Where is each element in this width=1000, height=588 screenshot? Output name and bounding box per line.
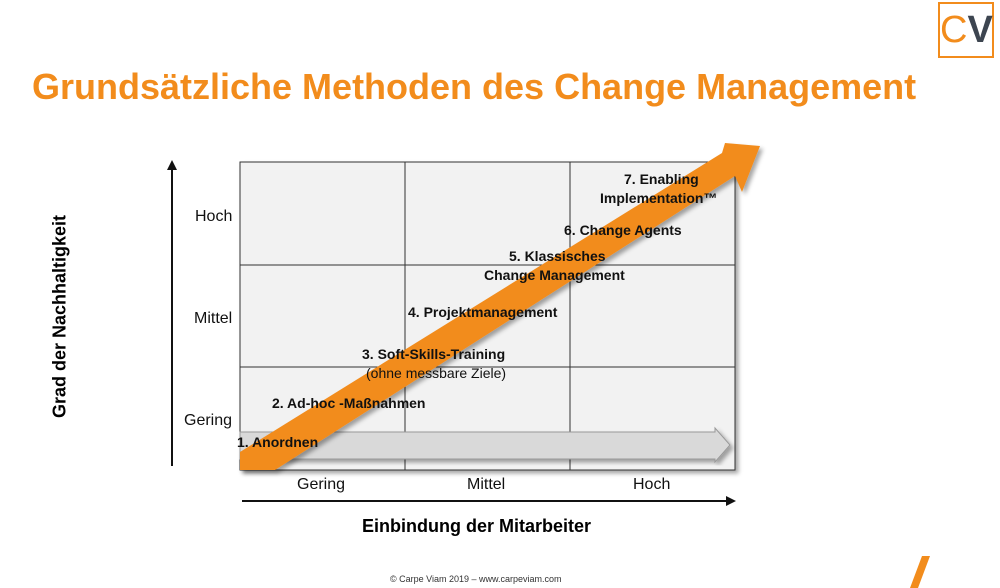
y-tick-hoch: Hoch	[195, 208, 233, 225]
step-7-line2: Implementation™	[600, 190, 718, 206]
x-tick-mittel: Mittel	[467, 476, 506, 493]
step-7: 7. Enabling	[624, 171, 699, 187]
orange-slash-decoration	[910, 556, 930, 588]
step-3-note: (ohne messbare Ziele)	[366, 365, 507, 381]
x-tick-hoch: Hoch	[633, 476, 671, 493]
axes	[167, 160, 736, 506]
footer-copyright: © Carpe Viam 2019 – www.carpeviam.com	[390, 574, 562, 584]
carpe-viam-logo: CV	[938, 2, 994, 58]
step-4: 4. Projektmanagement	[408, 304, 558, 320]
step-6: 6. Change Agents	[564, 222, 682, 238]
orange-arrow	[240, 143, 760, 470]
gray-arrow	[239, 426, 731, 464]
y-axis-label: Grad der Nachhaltigkeit	[49, 214, 70, 419]
y-tick-mittel: Mittel	[194, 310, 233, 327]
step-1: 1. Anordnen	[237, 434, 319, 450]
grid-lines	[240, 162, 735, 470]
step-2: 2. Ad-hoc -Maßnahmen	[272, 395, 426, 411]
step-5: 5. Klassisches	[509, 248, 606, 264]
x-tick-gering: Gering	[297, 476, 346, 493]
logo-c: C	[940, 9, 968, 51]
slide-title: Grundsätzliche Methoden des Change Manag…	[32, 66, 917, 107]
x-axis-label: Einbindung der Mitarbeiter	[362, 516, 592, 536]
step-3: 3. Soft-Skills-Training	[362, 346, 506, 362]
step-5-line2: Change Management	[484, 267, 625, 283]
logo-v: V	[967, 9, 993, 51]
y-tick-gering: Gering	[184, 412, 233, 429]
